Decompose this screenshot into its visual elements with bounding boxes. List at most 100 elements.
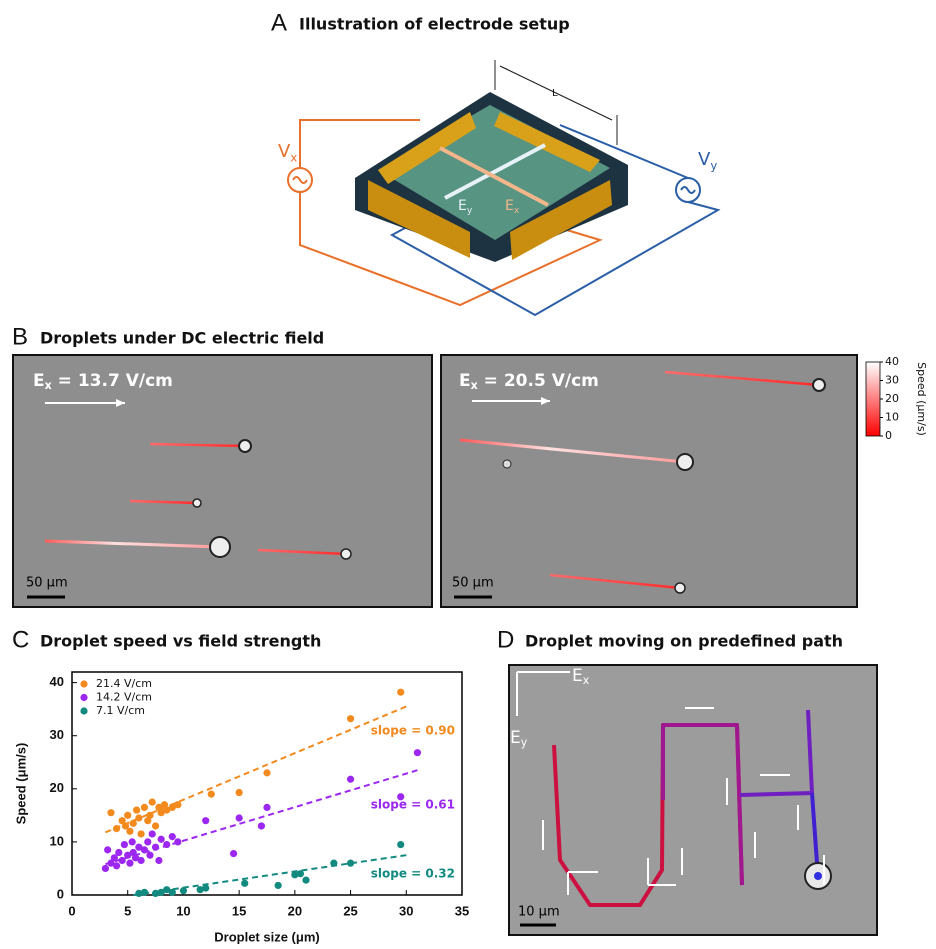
point	[230, 850, 237, 857]
slope-label: slope = 0.61	[371, 798, 455, 812]
x-tick-label: 0	[68, 903, 75, 918]
panel-title: Droplets under DC electric field	[40, 329, 324, 348]
field-label-sub: x	[45, 379, 52, 392]
point	[275, 882, 282, 889]
colorbar-title: Speed (μm/s)	[915, 362, 928, 436]
path-micrograph	[509, 665, 877, 935]
ey-label-main: E	[510, 728, 521, 748]
ey-label-main: E	[458, 198, 467, 214]
length-label: L	[552, 88, 558, 99]
fit-line	[133, 855, 406, 895]
x-axis-title: Droplet size (μm)	[214, 929, 319, 944]
point	[397, 841, 404, 848]
point	[141, 804, 148, 811]
y-tick-label: 40	[50, 674, 64, 689]
panel-title: Illustration of electrode setup	[299, 15, 570, 34]
ex-label-sub: x	[514, 206, 520, 216]
vy-label-sub: y	[710, 158, 717, 172]
colorbar-tick-label: 20	[885, 392, 899, 405]
scale-label: 10 μm	[518, 905, 560, 920]
y-tick-label: 30	[50, 727, 64, 742]
point	[152, 822, 159, 829]
panel-letter: D	[497, 626, 514, 653]
legend-label: 14.2 V/cm	[96, 691, 152, 704]
point	[208, 791, 215, 798]
scale-label: 50 μm	[452, 576, 494, 591]
vx-label: Vx	[278, 141, 297, 164]
point	[137, 830, 144, 837]
panel-letter: C	[12, 626, 29, 653]
point	[129, 838, 136, 845]
x-tick-label: 20	[288, 903, 302, 918]
legend-label: 7.1 V/cm	[96, 704, 145, 717]
point	[202, 817, 209, 824]
ey-label-sub: y	[521, 736, 528, 749]
point	[169, 833, 176, 840]
x-tick-label: 25	[343, 903, 357, 918]
point	[149, 830, 156, 837]
scale-label: 50 μm	[26, 576, 68, 591]
x-tick-label: 5	[124, 903, 131, 918]
ex-label-main: E	[505, 198, 514, 214]
point	[146, 852, 153, 859]
field-label-main: E	[459, 371, 471, 391]
y-tick-label: 20	[50, 780, 64, 795]
point	[414, 749, 421, 756]
legend-marker	[80, 707, 87, 714]
panel-letter: B	[12, 323, 28, 350]
point	[126, 860, 133, 867]
x-tick-label: 30	[399, 903, 413, 918]
panel-title: Droplet moving on predefined path	[525, 632, 843, 651]
micrograph-left	[13, 355, 432, 607]
point	[133, 806, 140, 813]
y-tick-label: 10	[50, 833, 64, 848]
point	[144, 838, 151, 845]
point	[121, 841, 128, 848]
legend-marker	[80, 694, 87, 701]
point	[263, 804, 270, 811]
ey-label-sub: y	[467, 206, 473, 216]
point	[158, 836, 165, 843]
colorbar-tick-label: 10	[885, 411, 899, 424]
legend-marker	[80, 680, 87, 687]
field-label-sub: x	[471, 379, 478, 392]
figure: A Illustration of electrode setup B Droplet…	[0, 0, 936, 949]
field-label-main: E	[33, 371, 45, 391]
colorbar-tick-label: 30	[885, 374, 899, 387]
panel-letter: A	[271, 9, 287, 36]
vy-label: Vy	[698, 149, 717, 172]
point	[115, 849, 122, 856]
point	[126, 828, 133, 835]
point	[174, 801, 181, 808]
colorbar-tick-label: 0	[885, 429, 892, 442]
slope-label: slope = 0.32	[371, 867, 455, 881]
panel-title: Droplet speed vs field strength	[40, 632, 321, 651]
y-tick-label: 0	[57, 886, 64, 901]
point	[104, 846, 111, 853]
point	[135, 814, 142, 821]
colorbar-tick-label: 40	[885, 355, 899, 368]
point	[241, 880, 248, 887]
point	[107, 809, 114, 816]
field-label-text: = 13.7 V/cm	[52, 371, 173, 391]
x-tick-label: 15	[232, 903, 246, 918]
field-label: Ex = 20.5 V/cm	[459, 371, 599, 392]
point	[102, 865, 109, 872]
point	[236, 814, 243, 821]
micrograph-right	[441, 355, 857, 607]
point	[236, 789, 243, 796]
legend-label: 21.4 V/cm	[96, 677, 152, 690]
ex-label-sub: x	[583, 674, 590, 687]
vy-label-main: V	[698, 149, 711, 170]
point	[397, 689, 404, 696]
point	[263, 769, 270, 776]
point	[302, 877, 309, 884]
slope-label: slope = 0.90	[371, 724, 455, 738]
point	[347, 715, 354, 722]
point	[149, 798, 156, 805]
point	[113, 862, 120, 869]
vx-label-main: V	[278, 141, 291, 162]
field-label-text: = 20.5 V/cm	[478, 371, 599, 391]
field-label: Ex = 13.7 V/cm	[33, 371, 173, 392]
point	[258, 822, 265, 829]
